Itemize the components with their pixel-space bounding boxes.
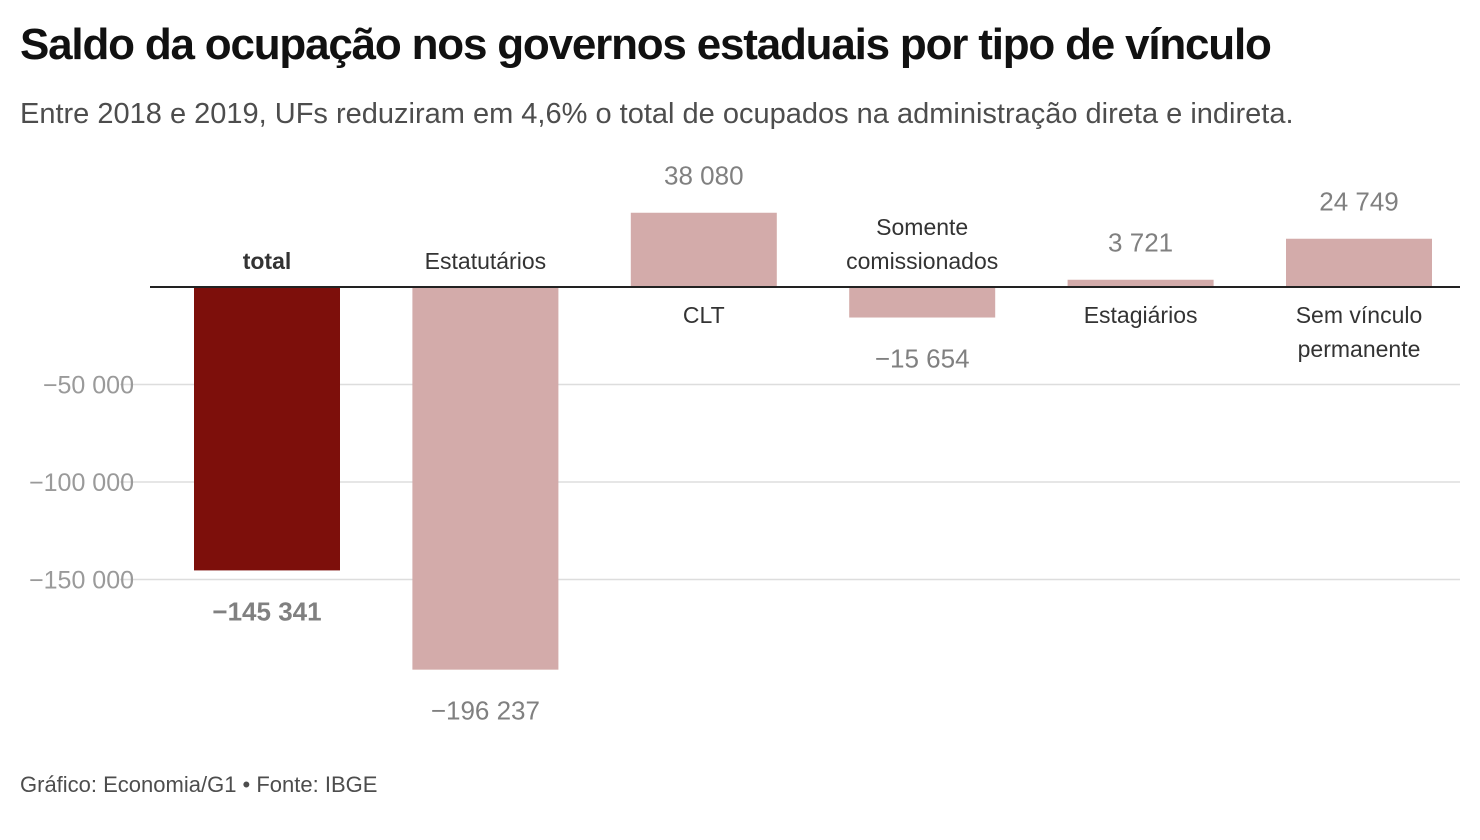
bar-chart: −50 000 −100 000 −150 000 −145 341 total −19…: [29, 161, 1460, 726]
y-axis-ticks: −50 000 −100 000 −150 000: [29, 372, 134, 595]
category-label-line: Estagiários: [1084, 302, 1198, 328]
value-label: −145 341: [212, 596, 321, 626]
gridlines: [120, 383, 1460, 581]
source-credit: Gráfico: Economia/G1 • Fonte: IBGE: [20, 772, 378, 797]
category-label: Sem vínculo permanente: [1296, 302, 1423, 362]
category-label: CLT: [683, 302, 725, 328]
bar-labels: −145 341 total −196 237 Estatutários 38 080 C…: [212, 161, 1422, 726]
category-label-line: permanente: [1298, 336, 1421, 362]
bar: [849, 287, 996, 318]
category-label-line: Sem vínculo: [1296, 302, 1423, 328]
value-label: −15 654: [875, 344, 970, 374]
category-label-line: total: [243, 248, 292, 274]
category-label: Somente comissionados: [846, 214, 998, 274]
category-label-line: CLT: [683, 302, 725, 328]
category-label-line: Somente: [876, 214, 968, 240]
category-label: total: [243, 248, 292, 274]
bars: [194, 212, 1432, 670]
value-label: 3 721: [1108, 228, 1173, 258]
bar: [1286, 238, 1432, 287]
value-label: 38 080: [664, 161, 744, 191]
chart-subtitle: Entre 2018 e 2019, UFs reduziram em 4,6%…: [20, 98, 1294, 130]
y-tick-label: −100 000: [29, 469, 134, 497]
bar: [412, 287, 559, 670]
chart-title: Saldo da ocupação nos governos estaduais…: [20, 20, 1272, 69]
y-tick-label: −150 000: [29, 567, 134, 595]
value-label: −196 237: [431, 696, 540, 726]
bar: [630, 212, 777, 287]
category-label: Estatutários: [425, 248, 546, 274]
category-label-line: comissionados: [846, 248, 998, 274]
value-label: 24 749: [1319, 187, 1399, 217]
bar: [1067, 279, 1214, 287]
category-label: Estagiários: [1084, 302, 1198, 328]
category-label-line: Estatutários: [425, 248, 546, 274]
y-tick-label: −50 000: [43, 372, 134, 400]
bar-total: [194, 287, 340, 571]
